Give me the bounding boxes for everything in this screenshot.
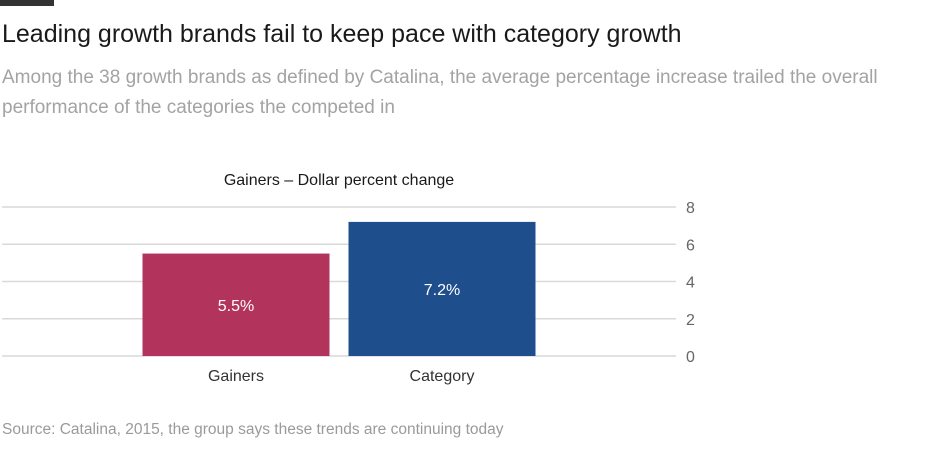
y-tick-label: 6 (686, 237, 695, 254)
x-tick-label: Category (410, 368, 475, 385)
y-tick-label: 2 (686, 312, 695, 329)
x-tick-label: Gainers (208, 368, 264, 385)
data-label: 5.5% (218, 298, 254, 315)
y-axis-labels: 0 2 4 6 8 (686, 200, 695, 366)
y-tick-label: 4 (686, 275, 695, 292)
bar-gainers (142, 253, 330, 356)
source-note: Source: Catalina, 2015, the group says t… (2, 421, 504, 438)
data-label: 7.2% (424, 282, 460, 299)
x-axis-labels: Gainers Category (208, 368, 474, 385)
chart-title: Gainers – Dollar percent change (224, 172, 454, 189)
headline: Leading growth brands fail to keep pace … (2, 20, 682, 48)
y-tick-label: 0 (686, 349, 695, 366)
bar-category (348, 221, 536, 356)
gridlines (2, 206, 676, 357)
top-rule (0, 0, 54, 6)
data-labels: 5.5% 7.2% (218, 282, 460, 315)
y-tick-label: 8 (686, 200, 695, 217)
bar-chart: Gainers – Dollar percent change 5.5% 7.2%… (2, 172, 695, 385)
subtitle: Among the 38 growth brands as defined by… (2, 67, 878, 118)
bars (142, 221, 536, 356)
